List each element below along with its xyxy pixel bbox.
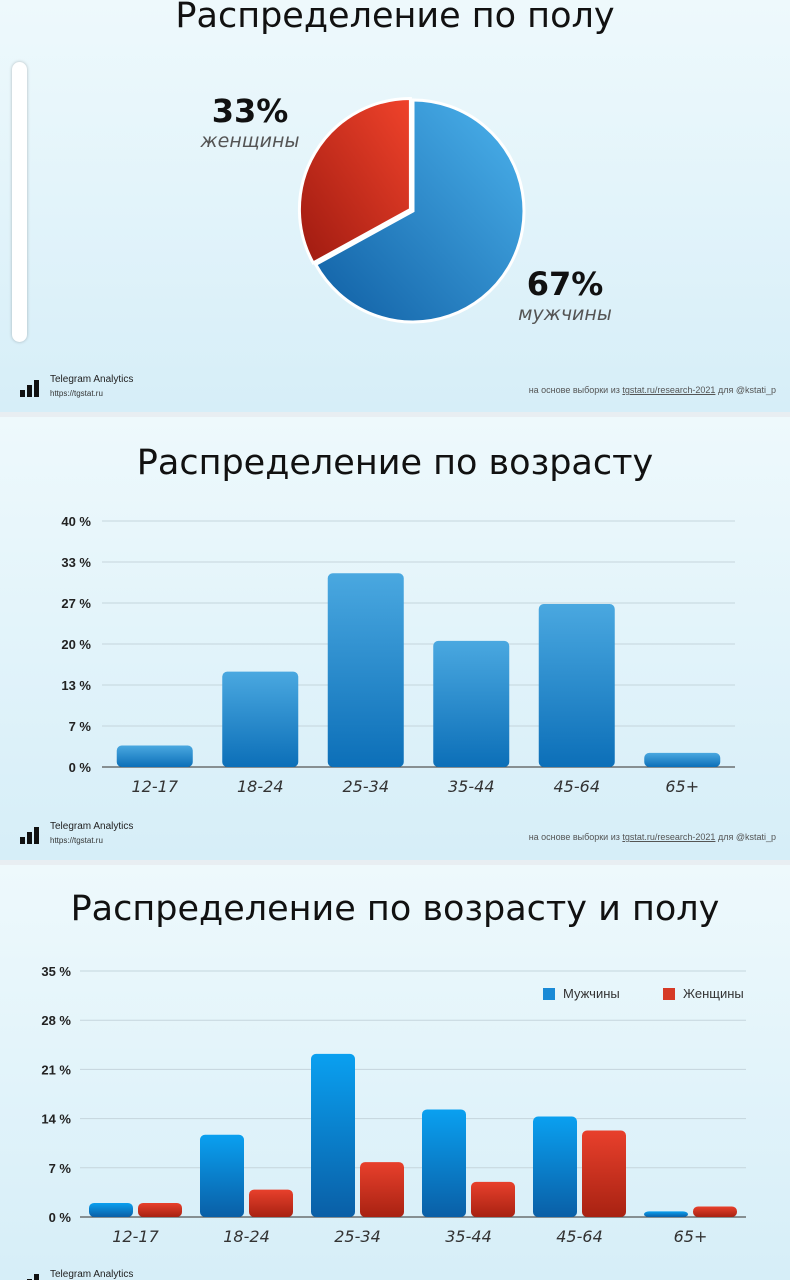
age-gender-chart-title: Распределение по возрасту и полу	[70, 889, 720, 929]
x-tick-label: 45-64	[554, 777, 601, 796]
y-tick-label: 28 %	[41, 1013, 71, 1028]
bar	[116, 745, 193, 767]
source-link[interactable]: tgstat.ru/research-2021	[622, 385, 716, 395]
y-tick-label: 0 %	[69, 760, 92, 775]
male-label: мужчины	[518, 303, 612, 325]
age-gender-panel: Распределение по возрасту и полу 0 % 7 % 1…	[0, 865, 790, 1280]
y-tick-label: 21 %	[41, 1062, 71, 1077]
x-tick-label: 25-34	[343, 777, 390, 796]
gender-pie	[297, 96, 526, 324]
x-tick-label: 12-17	[112, 1227, 159, 1246]
age-chart-title: Распределение по возрасту	[136, 443, 654, 483]
y-tick-label: 7 %	[49, 1161, 72, 1176]
gender-chart-title: Распределение по полу	[175, 0, 615, 36]
y-tick-label: 35 %	[41, 964, 71, 979]
source-note: на основе выборки из tgstat.ru/research-…	[529, 832, 776, 842]
brand-name: Telegram Analytics	[50, 821, 134, 832]
female-percent: 33%	[211, 92, 289, 130]
y-tick-label: 20 %	[61, 637, 91, 652]
bar-male	[644, 1211, 688, 1217]
tgstat-logo-icon	[20, 1271, 44, 1280]
x-tick-label: 18-24	[223, 1227, 270, 1246]
brand-url: https://tgstat.ru	[50, 836, 103, 845]
bar-female	[582, 1130, 626, 1217]
bar	[433, 640, 510, 767]
legend-female-label: Женщины	[683, 986, 744, 1001]
brand-name: Telegram Analytics	[50, 374, 134, 385]
legend-female-swatch	[663, 987, 675, 1000]
tgstat-logo-icon	[20, 377, 44, 397]
bar-male	[89, 1202, 133, 1217]
x-tick-label: 25-34	[334, 1227, 381, 1246]
bar	[538, 604, 615, 767]
brand-name: Telegram Analytics	[50, 1269, 134, 1280]
bar-male	[533, 1116, 577, 1217]
bar-female	[471, 1181, 515, 1217]
source-link[interactable]: tgstat.ru/research-2021	[622, 832, 716, 842]
bar-male	[200, 1134, 244, 1217]
scrollbar[interactable]	[12, 62, 27, 342]
legend-male: Мужчины	[543, 986, 620, 1001]
brand-url: https://tgstat.ru	[50, 389, 103, 398]
source-suffix: для @kstati_p	[717, 385, 776, 395]
bar-female	[249, 1189, 293, 1217]
pie-slice-male	[313, 98, 526, 324]
age-panel: Распределение по возрасту 0 % 7 % 13 % 20 %…	[0, 417, 790, 860]
legend-female: Женщины	[663, 986, 744, 1001]
source-prefix: на основе выборки из	[528, 385, 620, 395]
bar	[327, 573, 404, 767]
x-tick-label: 12-17	[132, 777, 179, 796]
age-bar-chart: 0 % 7 % 13 % 20 % 27 % 33 % 40 % 12-17 18-24 25-3…	[61, 514, 735, 796]
x-tick-label: 65+	[674, 1227, 708, 1246]
bar	[644, 752, 721, 767]
male-percent: 67%	[526, 265, 604, 303]
x-tick-label: 18-24	[237, 777, 284, 796]
y-tick-label: 33 %	[61, 555, 91, 570]
gender-panel: Распределение по полу 33% женщины 67% му…	[0, 0, 790, 412]
x-tick-label: 35-44	[448, 777, 495, 796]
y-tick-label: 13 %	[61, 678, 91, 693]
source-suffix: для @kstati_p	[717, 832, 776, 842]
tgstat-logo-icon	[20, 824, 44, 844]
y-tick-label: 27 %	[61, 596, 91, 611]
x-tick-label: 65+	[665, 777, 699, 796]
legend-male-label: Мужчины	[563, 986, 620, 1001]
y-tick-label: 40 %	[61, 514, 91, 529]
bar-male	[422, 1109, 466, 1217]
y-tick-label: 0 %	[49, 1210, 72, 1225]
female-label: женщины	[200, 130, 300, 152]
source-note: на основе выборки из tgstat.ru/research-…	[529, 385, 776, 395]
age-gender-bar-chart: 0 % 7 % 14 % 21 % 28 % 35 % 12-17 18-24 25-34 35-…	[41, 964, 746, 1246]
source-prefix: на основе выборки из	[528, 832, 620, 842]
bar-female	[693, 1206, 737, 1217]
bar	[222, 671, 299, 767]
x-tick-label: 45-64	[556, 1227, 603, 1246]
legend-male-swatch	[543, 987, 555, 1000]
y-tick-label: 14 %	[41, 1112, 71, 1127]
bar-male	[311, 1053, 355, 1217]
x-tick-label: 35-44	[445, 1227, 492, 1246]
bar-female	[360, 1162, 404, 1217]
bar-female	[138, 1202, 182, 1217]
y-tick-label: 7 %	[69, 719, 92, 734]
pie-slice-female	[297, 96, 412, 265]
